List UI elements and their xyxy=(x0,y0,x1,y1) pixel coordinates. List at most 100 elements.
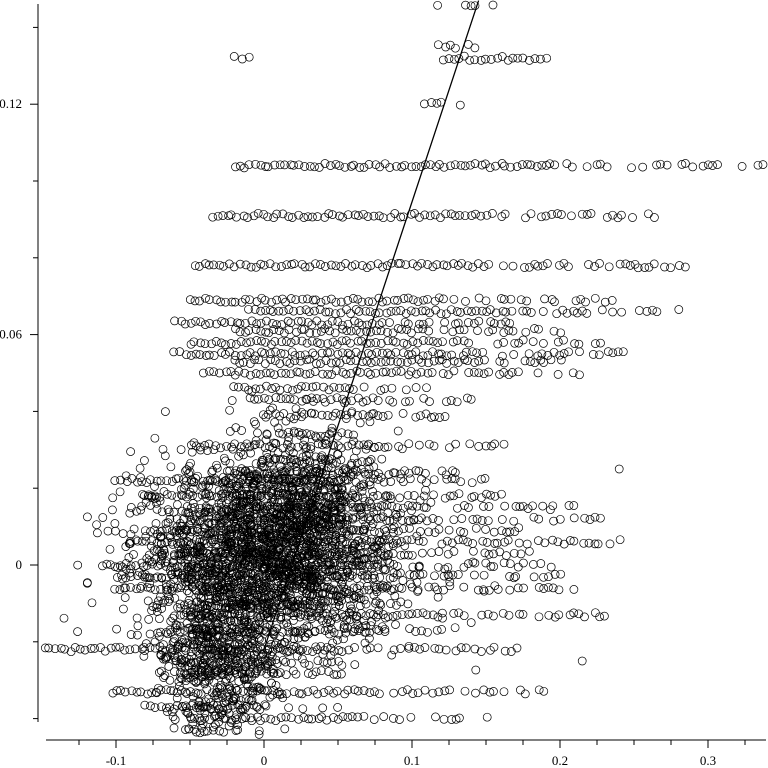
data-point xyxy=(349,430,358,440)
data-point xyxy=(191,349,201,359)
data-point xyxy=(334,629,344,639)
data-point xyxy=(305,262,315,272)
data-point xyxy=(259,592,269,601)
data-point xyxy=(404,609,413,619)
data-point xyxy=(226,210,236,220)
data-point xyxy=(396,367,406,376)
data-point xyxy=(376,386,386,395)
data-point xyxy=(313,656,323,666)
data-point xyxy=(547,210,557,219)
data-point xyxy=(455,325,464,335)
data-point xyxy=(276,668,285,677)
data-point xyxy=(176,573,186,583)
data-point xyxy=(244,160,254,170)
data-point xyxy=(211,539,220,549)
data-point xyxy=(549,326,559,336)
data-point xyxy=(575,347,584,357)
data-point xyxy=(514,367,523,377)
data-point xyxy=(195,296,204,306)
data-point xyxy=(292,367,302,377)
data-point xyxy=(273,423,283,433)
data-point xyxy=(516,685,525,695)
data-point xyxy=(447,715,456,724)
data-point xyxy=(301,558,311,568)
data-point xyxy=(533,261,543,271)
data-point xyxy=(264,454,274,464)
data-point xyxy=(140,646,150,655)
data-point xyxy=(218,642,227,651)
data-point xyxy=(327,474,336,483)
data-point xyxy=(272,209,282,219)
data-point xyxy=(182,689,192,698)
data-point xyxy=(297,407,306,417)
data-point xyxy=(143,491,153,501)
data-point xyxy=(142,554,152,563)
data-point xyxy=(255,618,265,627)
data-point xyxy=(233,720,242,729)
data-point xyxy=(347,604,356,614)
data-point xyxy=(358,261,367,270)
data-point xyxy=(553,537,563,547)
data-point xyxy=(202,645,211,654)
data-point xyxy=(241,327,250,337)
data-point xyxy=(450,54,459,64)
data-point xyxy=(336,592,345,602)
data-point xyxy=(197,671,207,681)
y-tick-label: 0.12 xyxy=(0,96,22,111)
data-point xyxy=(204,562,213,571)
data-point xyxy=(459,325,469,335)
data-point xyxy=(588,350,598,359)
data-point xyxy=(113,563,122,572)
data-point xyxy=(264,480,274,490)
data-point xyxy=(485,305,495,314)
data-point xyxy=(630,259,640,269)
data-point xyxy=(271,382,280,392)
data-point xyxy=(359,554,369,564)
data-point xyxy=(289,616,298,625)
data-point xyxy=(221,598,231,608)
data-point xyxy=(256,662,265,671)
data-point xyxy=(442,474,452,484)
data-point xyxy=(369,542,379,552)
data-point xyxy=(203,446,212,455)
data-point xyxy=(241,484,251,494)
data-point xyxy=(326,395,336,405)
data-point xyxy=(369,570,379,580)
data-point xyxy=(386,307,396,316)
data-point xyxy=(350,548,360,558)
data-point xyxy=(360,627,369,637)
data-point xyxy=(245,295,255,305)
data-point xyxy=(389,522,399,532)
data-point xyxy=(333,714,343,724)
data-point xyxy=(261,162,270,171)
data-point xyxy=(229,694,239,704)
data-point xyxy=(232,512,241,522)
data-point xyxy=(463,356,472,366)
data-point xyxy=(307,498,317,508)
data-point xyxy=(477,306,487,316)
data-point xyxy=(548,535,557,545)
data-point xyxy=(219,727,228,737)
data-point xyxy=(337,544,347,554)
data-point xyxy=(160,671,170,680)
data-point xyxy=(445,40,455,50)
data-point xyxy=(188,692,198,701)
data-point xyxy=(378,262,387,272)
data-point xyxy=(172,526,181,535)
data-point xyxy=(208,661,217,671)
data-point xyxy=(433,338,443,348)
data-point xyxy=(484,367,493,377)
data-point xyxy=(483,516,493,526)
data-point xyxy=(538,307,548,316)
data-point xyxy=(270,370,279,380)
data-point xyxy=(326,526,336,536)
data-point xyxy=(215,726,224,736)
data-point xyxy=(449,366,459,376)
data-point xyxy=(232,497,241,507)
data-point xyxy=(316,666,326,676)
data-point xyxy=(383,491,393,501)
data-point xyxy=(272,320,281,329)
data-point xyxy=(243,588,253,597)
data-point xyxy=(428,336,438,346)
data-point xyxy=(164,507,174,517)
